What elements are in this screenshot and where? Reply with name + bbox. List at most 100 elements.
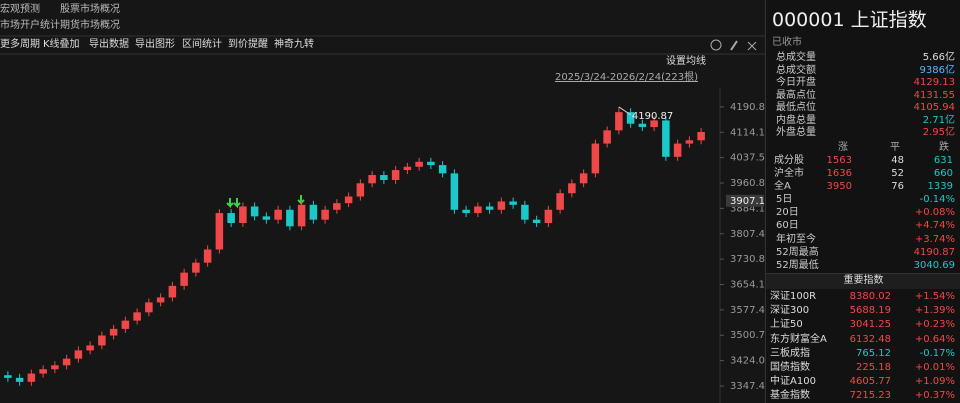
breadth-value: 1563	[826, 155, 852, 166]
index-change: +1.39%	[914, 305, 955, 317]
candle-body	[344, 196, 353, 204]
breadth-label: 成分股	[774, 155, 804, 166]
candle-body	[579, 173, 588, 184]
breadth-value: 76	[891, 181, 904, 192]
index-name[interactable]: 中证A100	[770, 376, 816, 388]
candle-body	[438, 165, 447, 174]
candle-body	[356, 183, 365, 197]
index-name[interactable]: 深证100R	[770, 291, 817, 302]
index-change: +1.09%	[914, 376, 955, 388]
menu-item[interactable]: 市场开户统计	[0, 20, 60, 31]
candle-body	[239, 206, 247, 223]
y-tick-label: 3730.80	[730, 254, 765, 265]
index-value: 225.18	[856, 362, 891, 373]
stat-label: 最高点位	[776, 89, 816, 101]
index-change: +0.23%	[914, 319, 955, 331]
candle-body	[262, 216, 271, 220]
section-header-bg	[766, 273, 960, 289]
return-value: +0.08%	[914, 207, 955, 219]
candle-body	[203, 249, 212, 263]
breadth-label: 沪全市	[774, 168, 804, 179]
peak-label: 4190.87	[632, 111, 673, 122]
peak-pointer	[618, 106, 632, 116]
stat-label: 外盘总量	[776, 127, 816, 138]
candle-body	[603, 130, 611, 144]
index-name[interactable]: 国债指数	[770, 362, 810, 373]
return-label: 52周最低	[776, 260, 819, 271]
chart-range: 2025/3/24-2026/2/24(223根)	[554, 72, 698, 83]
return-value: +3.74%	[914, 233, 955, 245]
index-name[interactable]: 东方财富全A	[770, 333, 827, 345]
index-value: 3041.25	[849, 319, 891, 331]
toolbar-button[interactable]: 导出图形	[135, 39, 175, 50]
candle-body	[286, 209, 294, 227]
stat-value: 2.95亿	[922, 127, 955, 138]
toolbar-button[interactable]: 导出数据	[89, 39, 129, 50]
index-name[interactable]: 上证50	[770, 319, 803, 331]
breadth-value: 631	[933, 155, 953, 166]
return-value: +4.74%	[914, 220, 955, 232]
breadth-header: 涨	[838, 142, 848, 153]
toolbar-button[interactable]: 区间统计	[182, 39, 222, 50]
menu-item[interactable]: 期货市场概况	[60, 20, 120, 31]
breadth-header: 跌	[939, 142, 949, 153]
draw-icon[interactable]	[730, 40, 738, 51]
stat-label: 最低点位	[776, 102, 816, 113]
index-change: +0.37%	[914, 390, 955, 402]
candle-body	[662, 120, 670, 157]
last-price-marker	[726, 194, 764, 207]
candle-body	[427, 161, 435, 166]
candle-body	[568, 183, 576, 194]
ma-settings[interactable]: 设置均线	[666, 56, 706, 67]
return-label: 20日	[776, 207, 799, 219]
return-label: 年初至今	[776, 233, 816, 245]
stat-label: 内盘总量	[776, 114, 816, 126]
signal-arrows	[226, 195, 305, 209]
toolbar-button[interactable]: 到价提醒	[228, 39, 268, 50]
candle-body	[51, 365, 59, 370]
stat-label: 今日开盘	[776, 77, 816, 88]
settings-icon[interactable]	[747, 41, 757, 51]
index-value: 6132.48	[849, 333, 891, 345]
y-tick-label: 3807.48	[730, 229, 765, 240]
candle-body	[309, 204, 318, 220]
candle-body	[403, 166, 412, 171]
index-value: 8380.02	[849, 291, 891, 302]
candle-body	[626, 112, 635, 124]
candle-body	[98, 335, 106, 346]
y-tick-label: 3884.15	[730, 203, 765, 214]
candle-body	[156, 297, 165, 303]
index-value: 5688.19	[849, 305, 891, 317]
index-name[interactable]: 基金指数	[770, 390, 810, 402]
y-tick-label: 3654.12	[730, 280, 765, 291]
candle-body	[497, 201, 506, 210]
toolbar-button[interactable]: 神奇九转	[274, 39, 314, 50]
candle-body	[462, 209, 470, 214]
toolbar-button[interactable]: 更多周期	[0, 39, 40, 50]
breadth-value: 1636	[826, 168, 852, 179]
index-name[interactable]: 深证300	[770, 305, 810, 317]
y-tick-label: 3577.44	[730, 305, 765, 316]
toolbar-button[interactable]: K线叠加	[43, 39, 80, 50]
index-change: +0.64%	[914, 333, 955, 345]
candle-body	[673, 143, 682, 157]
candle-body	[133, 312, 141, 321]
candle-body	[192, 262, 200, 273]
candle-body	[521, 204, 529, 220]
collapse-icon[interactable]	[710, 39, 722, 51]
menu-item[interactable]: 宏观预测	[0, 4, 40, 15]
candle-body	[380, 175, 388, 180]
candle-body	[591, 143, 600, 174]
market-status: 已收市	[772, 37, 802, 48]
index-name[interactable]: 三板成指	[770, 347, 810, 359]
last-price-label: 3907.11	[730, 196, 765, 207]
breadth-value: 52	[891, 168, 904, 179]
stat-label: 总成交额	[776, 64, 816, 76]
kline-chart: 4190.87 4114.19 4037.51 3960.83 3884.15 3807.…	[0, 35, 765, 403]
candle-body	[4, 375, 12, 378]
menu-item[interactable]: 股票市场概况	[60, 4, 120, 15]
y-tick-label: 3500.76	[730, 330, 765, 341]
candle-body	[274, 209, 282, 220]
breadth-value: 3950	[826, 181, 852, 192]
